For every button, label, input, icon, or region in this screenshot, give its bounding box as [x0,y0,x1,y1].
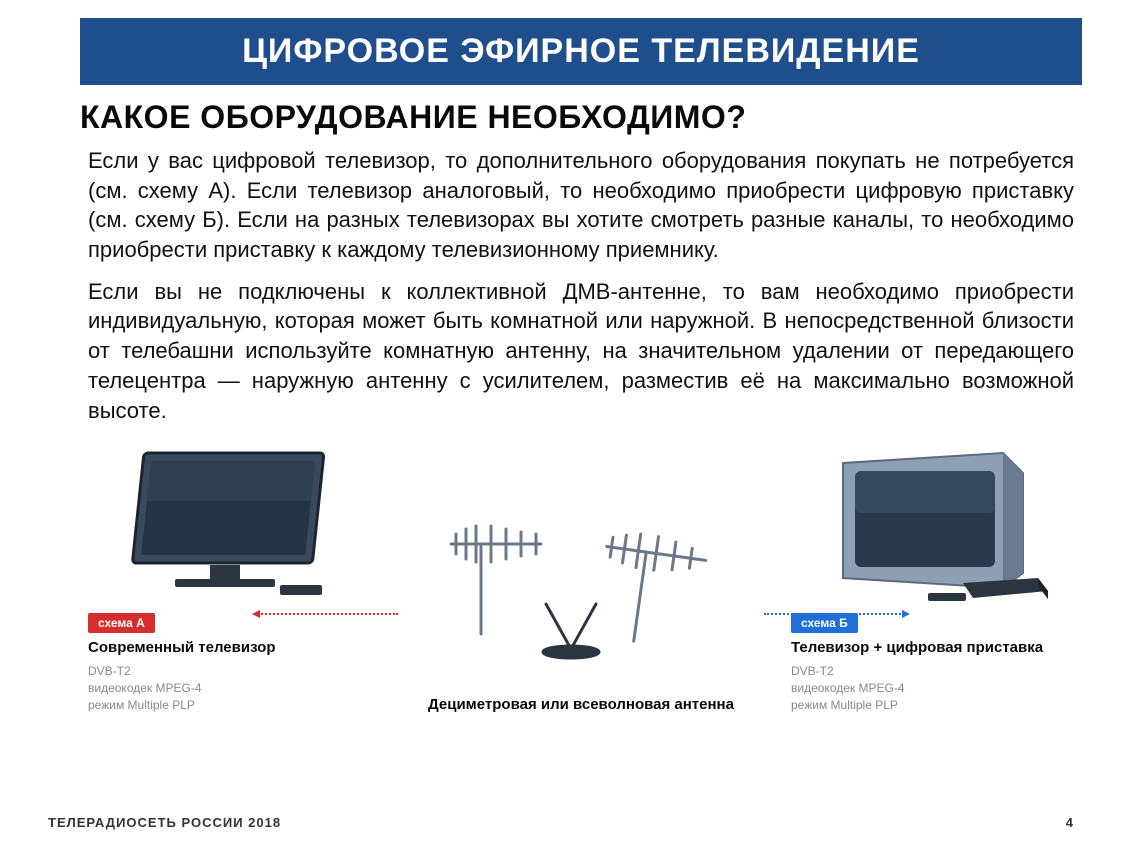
footer: ТЕЛЕРАДИОСЕТЬ РОССИИ 2018 4 [48,815,1074,830]
antenna-title: Дециметровая или всеволновая антенна [428,696,734,714]
scheme-b-column: схема Б Телевизор + цифровая приставка D… [791,443,1074,713]
modern-tv-illustration [88,443,371,603]
crt-tv-illustration [791,443,1074,603]
scheme-b-sub: DVB-T2видеокодек MPEG-4режим Multiple PL… [791,663,905,713]
antenna-column: Дециметровая или всеволновая антенна [411,504,751,714]
scheme-a-title: Современный телевизор [88,639,276,657]
page-subtitle: КАКОЕ ОБОРУДОВАНИЕ НЕОБХОДИМО? [80,99,1082,136]
crt-tv-icon [813,443,1053,603]
footer-left: ТЕЛЕРАДИОСЕТЬ РОССИИ 2018 [48,815,281,830]
scheme-b-tag: схема Б [791,613,858,633]
scheme-b-title: Телевизор + цифровая приставка [791,639,1043,657]
scheme-a-column: схема А Современный телевизор DVB-T2виде… [88,443,371,713]
antenna-illustration [411,504,751,664]
page-number: 4 [1066,815,1074,830]
paragraph-2: Если вы не подключены к коллективной ДМВ… [88,277,1074,425]
antenna-icon [411,504,751,664]
header-title: ЦИФРОВОЕ ЭФИРНОЕ ТЕЛЕВИДЕНИЕ [242,32,920,70]
header-bar: ЦИФРОВОЕ ЭФИРНОЕ ТЕЛЕВИДЕНИЕ [80,18,1082,85]
scheme-a-sub: DVB-T2видеокодек MPEG-4режим Multiple PL… [88,663,202,713]
paragraph-1: Если у вас цифровой телевизор, то дополн… [88,146,1074,265]
flat-tv-icon [115,443,345,603]
scheme-a-tag: схема А [88,613,155,633]
equipment-diagram: схема А Современный телевизор DVB-T2виде… [88,443,1074,713]
